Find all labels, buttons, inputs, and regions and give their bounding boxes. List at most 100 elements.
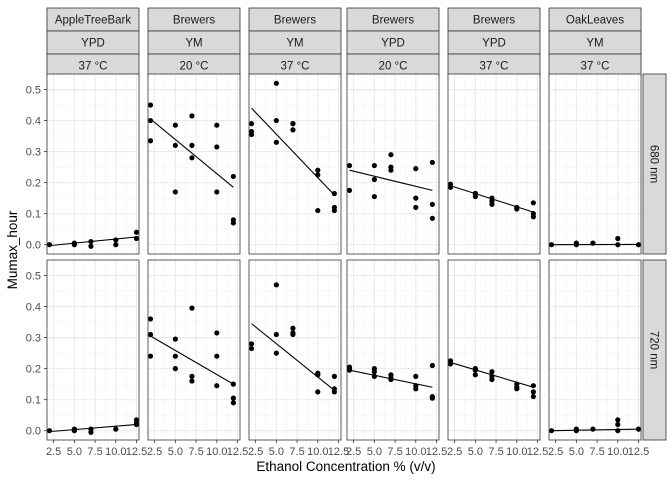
data-point [230, 400, 236, 406]
data-point [429, 395, 435, 401]
facet-panel [47, 74, 139, 254]
x-axis-title: Ethanol Concentration % (v/v) [256, 459, 435, 474]
data-point [273, 80, 279, 86]
x-tick-label: 7.5 [289, 446, 304, 458]
facet-strip-label: Brewers [372, 15, 414, 27]
x-tick-label: 5.0 [67, 446, 82, 458]
x-tick-label: 5.0 [569, 446, 584, 458]
data-point [113, 237, 119, 243]
data-point [189, 305, 195, 311]
panel-border [248, 259, 342, 441]
panel-background [249, 74, 341, 254]
data-point [214, 330, 220, 336]
facet-strip-label: YM [286, 38, 303, 50]
panel-data [248, 282, 337, 395]
data-point [189, 378, 195, 384]
panel-background [148, 260, 240, 440]
panel-background [549, 74, 641, 254]
panel-background [549, 260, 641, 440]
data-point [230, 395, 236, 401]
x-tick-label: 10.0 [206, 446, 227, 458]
data-point [113, 242, 119, 248]
x-tick-label: 12.5 [227, 446, 248, 458]
data-point [172, 122, 178, 128]
regression-line [150, 335, 234, 385]
regression-line [150, 118, 234, 188]
data-point [189, 373, 195, 379]
panel-border [548, 73, 642, 255]
data-point [172, 353, 178, 359]
data-point [214, 353, 220, 359]
x-tick-label: 12.5 [527, 446, 548, 458]
x-tick-label: 12.5 [328, 446, 349, 458]
facet-strip-label: 37 °C [79, 61, 108, 73]
panel-data [248, 80, 337, 214]
panel-data [46, 417, 140, 435]
facet-strips: AppleTreeBark YPD 37 °C Brewers YM 20 °C Brewe… [46, 7, 642, 78]
panel-background [448, 74, 540, 254]
data-point [371, 176, 377, 183]
data-point [133, 235, 140, 242]
x-tick-label: 7.5 [589, 446, 604, 458]
x-tick-label: 10.0 [607, 446, 628, 458]
facet-strip-label: YPD [482, 38, 506, 50]
data-point [413, 373, 419, 379]
y-tick-label: 0.4 [26, 302, 41, 314]
y-tick-label: 0.3 [26, 333, 41, 345]
y-tick-label: 0.5 [26, 85, 41, 97]
data-point [248, 345, 255, 352]
panel-border [46, 259, 140, 441]
panel-data [46, 229, 140, 249]
data-point [88, 243, 94, 249]
facet-panel [249, 74, 341, 254]
facet-panel [549, 260, 641, 440]
x-tick-label: 10.0 [405, 446, 426, 458]
panel-border [447, 73, 541, 255]
facet-panel [549, 74, 641, 254]
data-point [590, 426, 596, 432]
panel-data [548, 235, 642, 248]
facet-panel [448, 74, 540, 254]
data-point [548, 242, 555, 248]
data-point [530, 200, 536, 206]
x-tick-label: 2.5 [447, 446, 462, 458]
panel-background [47, 74, 139, 254]
data-point [248, 121, 255, 127]
data-point [388, 167, 394, 173]
facet-strip-label: Brewers [473, 15, 515, 27]
data-point [615, 235, 621, 242]
data-point [46, 428, 53, 434]
data-point [147, 331, 154, 338]
data-point [147, 102, 154, 108]
data-point [290, 325, 296, 331]
facet-strip-label: OakLeaves [566, 15, 624, 27]
data-point [371, 193, 377, 200]
facet-strip-label: 37 °C [281, 61, 310, 73]
data-point [590, 240, 596, 246]
y-tick-label: 0.0 [26, 426, 41, 438]
y-tick-label: 0.2 [26, 364, 41, 376]
data-point [472, 372, 478, 378]
facet-strip-label: Brewers [173, 15, 215, 27]
data-point [147, 316, 154, 322]
facet-panel [148, 260, 240, 440]
data-point [290, 127, 296, 133]
data-point [189, 142, 195, 148]
data-point [273, 117, 279, 124]
data-point [147, 353, 154, 359]
data-point [530, 393, 536, 400]
facet-panel [448, 260, 540, 440]
data-point [273, 282, 279, 288]
data-point [346, 187, 353, 193]
data-point [573, 428, 579, 434]
data-point [172, 366, 178, 372]
x-tick-label: 10.0 [506, 446, 527, 458]
facet-panel [47, 260, 139, 440]
panel-border [548, 259, 642, 441]
data-point [248, 131, 255, 138]
facet-strip-label: 37 °C [480, 61, 509, 73]
panel-data [447, 181, 536, 220]
x-tick-label: 7.5 [387, 446, 402, 458]
data-point [615, 242, 621, 248]
data-point [635, 426, 642, 432]
